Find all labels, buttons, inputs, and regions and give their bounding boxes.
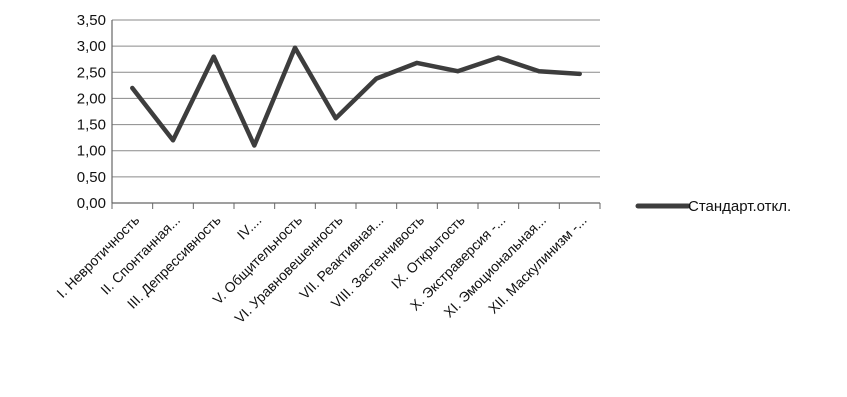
- y-tick-label: 0,50: [77, 169, 106, 186]
- y-axis-ticks: 0,00 0,50 1,00 1,50 2,00 2,50 3,00 3,50: [77, 12, 106, 212]
- y-tick-label: 2,50: [77, 64, 106, 81]
- series-lines: [130, 45, 582, 148]
- legend: Стандарт.откл.: [635, 198, 791, 215]
- legend-label: Стандарт.откл.: [688, 198, 791, 215]
- x-tick-label: IV....: [234, 212, 265, 243]
- y-tick-label: 1,50: [77, 117, 106, 134]
- series-line: [130, 45, 582, 148]
- y-tick-label: 3,50: [77, 12, 106, 29]
- y-tick-label: 0,00: [77, 195, 106, 212]
- y-tick-label: 1,00: [77, 143, 106, 160]
- y-tick-label: 3,00: [77, 38, 106, 55]
- y-tick-label: 2,00: [77, 90, 106, 107]
- axes: [111, 20, 601, 209]
